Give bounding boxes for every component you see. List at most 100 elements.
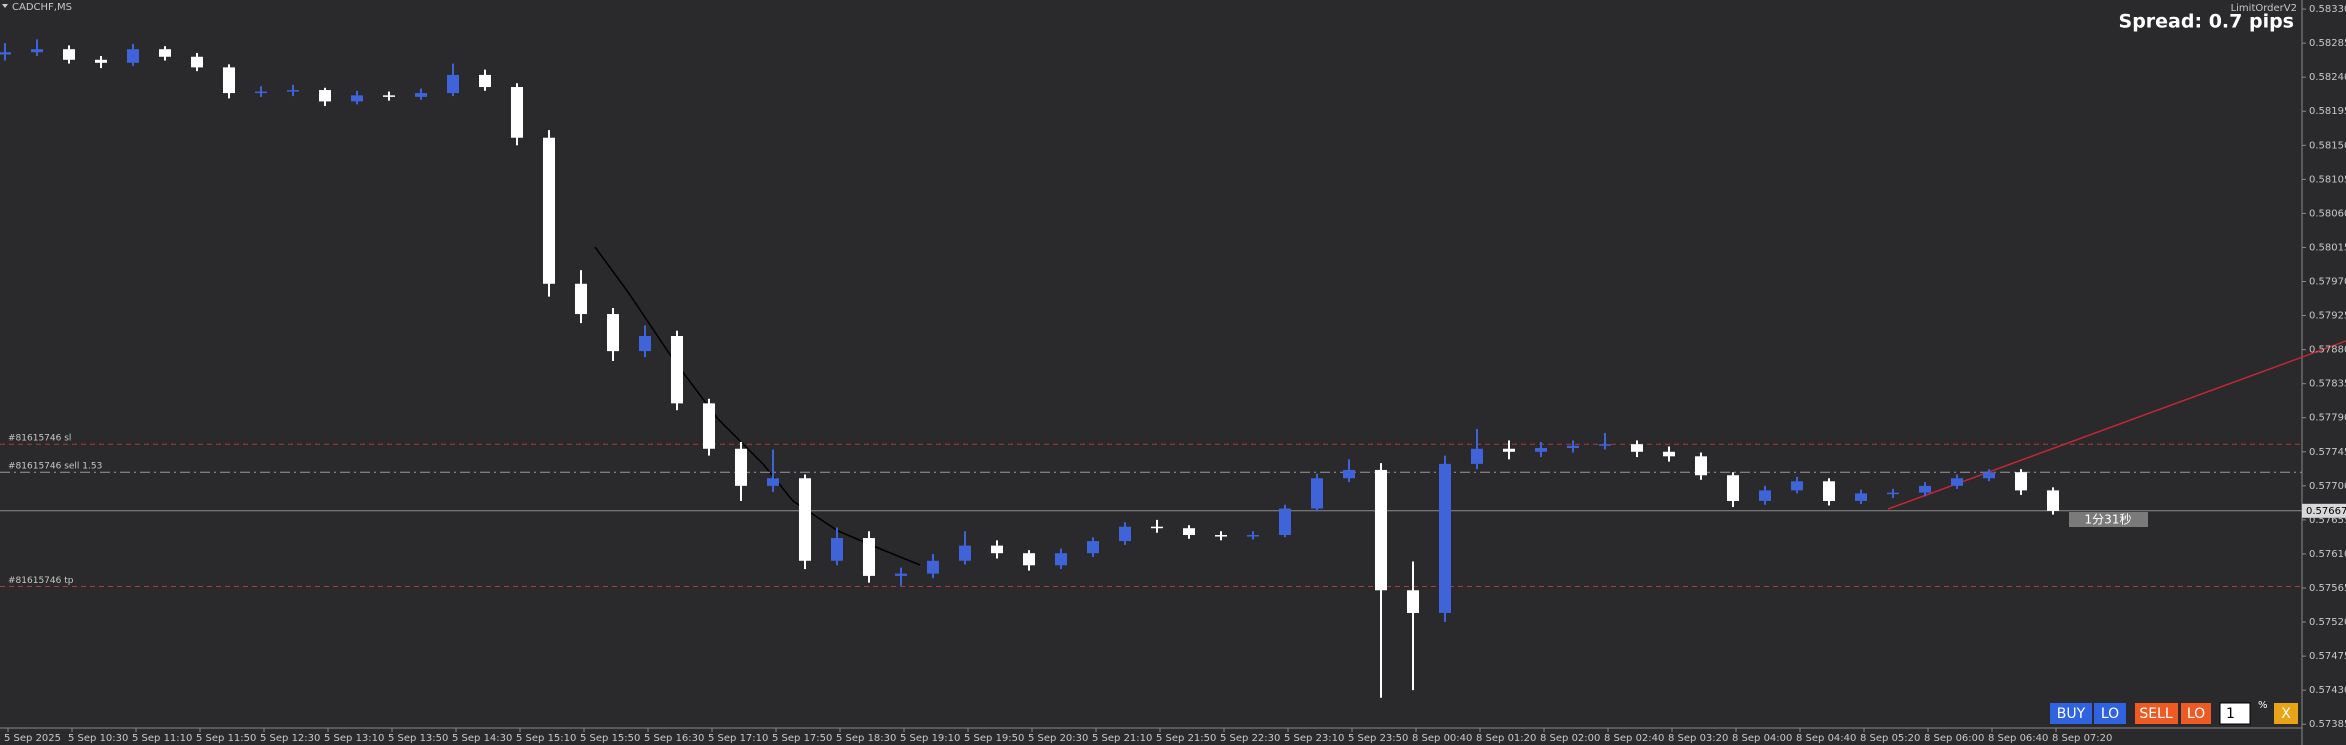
sell-lo-button[interactable] [2181,703,2211,724]
y-tick-label: 0.57925 [2309,311,2346,322]
candle-body [1119,526,1131,542]
candle-body [255,91,267,94]
countdown-box [2069,512,2148,527]
candle-body [1919,485,1931,493]
x-tick-label: 5 Sep 14:30 [452,733,512,744]
x-tick-label: 5 Sep 17:50 [772,733,832,744]
x-tick-label: 5 Sep 13:50 [388,733,448,744]
candle-body [543,137,555,284]
symbol: CADCHF,MS [12,2,72,13]
candle-body [159,49,171,57]
x-tick-label: 5 Sep 10:30 [68,733,128,744]
candle-body [319,90,331,102]
x-tick-label: 5 Sep 23:50 [1348,733,1408,744]
current-price-label: 0.57667 [2306,506,2346,517]
candle-body [1183,528,1195,536]
buy-button[interactable] [2050,703,2092,724]
sell-button[interactable] [2135,703,2178,724]
candle-body [1215,535,1227,537]
order-level-label: #81615746 sl [8,434,71,444]
candle-body [1439,463,1451,613]
candle-body [1151,526,1163,529]
x-tick-label: 5 Sep 21:10 [1092,733,1152,744]
candle-body [1855,493,1867,501]
candle-body [511,87,523,138]
y-tick-label: 0.58105 [2309,174,2346,185]
buy-label[interactable]: BUY [2057,706,2086,722]
lot-value[interactable]: 1 [2226,706,2235,722]
x-tick-label: 8 Sep 06:40 [1988,733,2048,744]
y-tick-label: 0.57655 [2309,515,2346,526]
x-tick-label: 5 Sep 12:30 [260,733,320,744]
x-tick-label: 5 Sep 23:10 [1284,733,1344,744]
candle-body [223,67,235,94]
candle-body [63,49,75,60]
candle-body [1695,456,1707,476]
candle-body [0,52,11,55]
candle-body [1503,448,1515,452]
sell-lo-label[interactable]: LO [2187,706,2205,722]
candle-body [2047,490,2059,511]
x-tick-label: 5 Sep 19:10 [900,733,960,744]
x-tick-label: 5 Sep 2025 [4,733,61,744]
x-tick-label: 8 Sep 01:20 [1476,733,1536,744]
candle-body [735,448,747,486]
candle-body [287,90,299,92]
candle-body [575,283,587,315]
candle-body [1759,490,1771,501]
candle-body [1375,469,1387,591]
candle-body [1055,553,1067,566]
close-label[interactable]: X [2281,706,2291,722]
order-level-label: #81615746 sell 1.53 [8,462,102,472]
candle-body [383,95,395,97]
candle-body [1535,448,1547,452]
x-tick-label: 5 Sep 16:30 [644,733,704,744]
candle-body [607,314,619,352]
y-tick-label: 0.57475 [2309,651,2346,662]
x-tick-label: 5 Sep 13:10 [324,733,384,744]
candle-body [639,336,651,352]
y-tick-label: 0.57835 [2309,379,2346,390]
x-tick-label: 8 Sep 02:40 [1604,733,1664,744]
y-tick-label: 0.57745 [2309,447,2346,458]
x-tick-label: 5 Sep 21:50 [1156,733,1216,744]
candle-body [1887,492,1899,495]
candle-body [799,478,811,561]
sell-label[interactable]: SELL [2139,706,2173,722]
candle-body [1727,475,1739,501]
y-tick-label: 0.58285 [2309,38,2346,49]
candle-body [479,74,491,88]
candle-body [895,573,907,576]
candle-body [959,545,971,561]
close-button[interactable] [2274,703,2298,724]
x-tick-label: 5 Sep 15:50 [580,733,640,744]
y-tick-label: 0.57565 [2309,583,2346,594]
candle-body [351,95,363,102]
x-tick-label: 5 Sep 11:50 [196,733,256,744]
buy-lo-button[interactable] [2094,703,2126,724]
x-tick-label: 8 Sep 00:40 [1412,733,1472,744]
x-tick-label: 5 Sep 22:30 [1220,733,1280,744]
x-tick-label: 8 Sep 02:00 [1540,733,1600,744]
indicator-name: LimitOrderV2 [2231,3,2297,14]
x-tick-label: 5 Sep 20:30 [1028,733,1088,744]
candle-body [991,545,1003,554]
lot-input[interactable] [2219,702,2251,725]
y-tick-label: 0.58015 [2309,242,2346,253]
candle-body [447,74,459,94]
x-tick-label: 8 Sep 07:20 [2052,733,2112,744]
candle-body [1247,535,1259,537]
buy-lo-label[interactable]: LO [2101,706,2119,722]
candle-body [1983,472,1995,479]
x-tick-label: 5 Sep 15:10 [516,733,576,744]
candle-body [1471,448,1483,464]
candle-body [1407,590,1419,613]
